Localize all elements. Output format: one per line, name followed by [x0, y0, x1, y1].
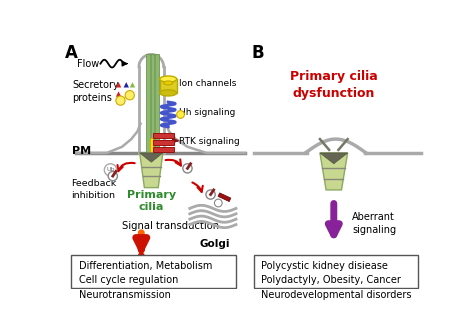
Polygon shape: [116, 82, 121, 87]
Circle shape: [183, 164, 192, 173]
Text: Ub: Ub: [106, 167, 115, 172]
Polygon shape: [320, 153, 347, 190]
Text: Feedback
inhibition: Feedback inhibition: [71, 179, 117, 200]
Polygon shape: [140, 153, 163, 162]
Text: Signal transduction: Signal transduction: [122, 221, 219, 231]
FancyBboxPatch shape: [71, 254, 236, 289]
Text: Differentiation, Metabolism
Cell cycle regulation
Neurotransmission: Differentiation, Metabolism Cell cycle r…: [79, 261, 212, 300]
Bar: [155, 54, 159, 153]
Bar: [218, 193, 231, 202]
Text: Ion channels: Ion channels: [179, 79, 237, 88]
Circle shape: [108, 172, 118, 181]
Bar: [153, 140, 174, 145]
Text: Golgi: Golgi: [199, 239, 230, 249]
Polygon shape: [116, 91, 121, 97]
Circle shape: [214, 199, 222, 207]
Polygon shape: [320, 153, 347, 164]
Text: Polycystic kidney disiease
Polydactyly, Obesity, Cancer
Neurodevelopmental disor: Polycystic kidney disiease Polydactyly, …: [261, 261, 411, 300]
Circle shape: [116, 96, 125, 105]
Text: Hh signaling: Hh signaling: [179, 108, 236, 117]
Bar: [150, 137, 153, 180]
Circle shape: [177, 111, 184, 118]
Circle shape: [104, 164, 117, 176]
FancyBboxPatch shape: [254, 254, 419, 289]
Bar: [146, 54, 150, 153]
Circle shape: [125, 91, 134, 100]
Bar: [153, 133, 174, 138]
Bar: [153, 147, 174, 152]
Text: Primary
cilia: Primary cilia: [127, 189, 176, 212]
Ellipse shape: [164, 81, 173, 85]
Ellipse shape: [160, 76, 177, 82]
Text: Aberrant
signaling: Aberrant signaling: [352, 212, 396, 235]
Circle shape: [206, 190, 215, 199]
Ellipse shape: [160, 90, 177, 96]
Text: Primary cilia
dysfunction: Primary cilia dysfunction: [290, 70, 378, 100]
Text: Secretory
proteins: Secretory proteins: [72, 80, 118, 103]
Text: B: B: [251, 44, 264, 62]
Polygon shape: [140, 153, 163, 188]
Polygon shape: [130, 82, 135, 87]
Text: RTK signaling: RTK signaling: [179, 137, 240, 146]
Polygon shape: [124, 82, 129, 87]
Text: Flow: Flow: [77, 58, 100, 69]
Bar: [160, 79, 177, 93]
Text: A: A: [65, 44, 78, 62]
Bar: [151, 54, 155, 153]
Text: PM: PM: [72, 147, 91, 156]
